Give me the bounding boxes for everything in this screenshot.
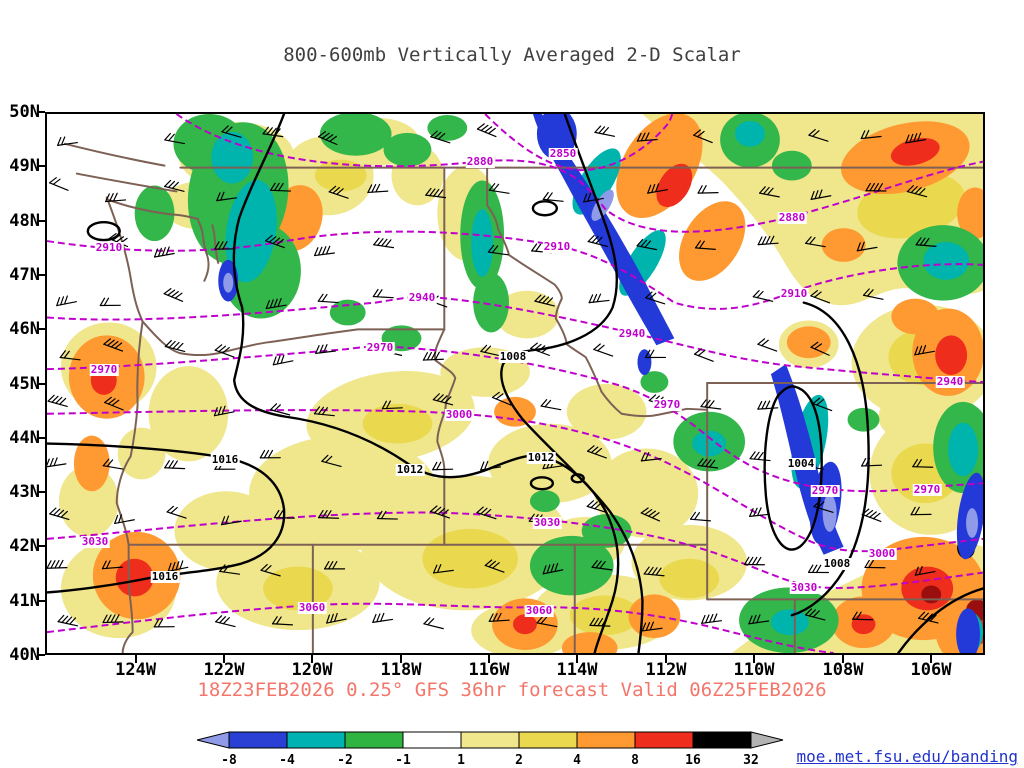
- lon-label: 118W: [380, 660, 422, 680]
- lon-tick: [134, 655, 137, 663]
- lat-tick: [37, 545, 45, 548]
- lon-tick: [930, 655, 932, 663]
- colorbar-arrow-right: [750, 731, 784, 749]
- lon-label: 106W: [910, 660, 952, 680]
- colorbar-segment: [576, 731, 636, 749]
- puget-sound: [197, 220, 210, 282]
- colorbar-tick-label: 4: [573, 753, 581, 768]
- colorbar-segment: [634, 731, 694, 749]
- lat-label: 41N: [9, 590, 40, 611]
- colorbar-tick-label: 32: [743, 753, 759, 768]
- lat-tick: [37, 273, 45, 276]
- lon-tick: [753, 655, 755, 663]
- colorbar-arrow-left: [196, 731, 230, 749]
- credit-link[interactable]: moe.met.fsu.edu/banding: [796, 747, 1018, 766]
- height-contours-700mb: [47, 114, 983, 653]
- lon-label: 124W: [115, 660, 157, 680]
- puget-sound-2: [211, 224, 220, 264]
- lat-tick: [37, 382, 45, 385]
- forecast-caption: 18Z23FEB2026 0.25° GFS 36hr forecast Val…: [197, 679, 827, 701]
- or-id-border: [433, 328, 457, 546]
- colorbar-segment: [518, 731, 578, 749]
- lat-label: 42N: [9, 536, 40, 557]
- lat-tick: [37, 165, 45, 168]
- colorbar-segment: [460, 731, 520, 749]
- shading-extreme-frontolysis: [223, 189, 979, 538]
- colorbar-tick-label: -1: [395, 753, 411, 768]
- lon-tick: [842, 655, 844, 663]
- colorbar-tick-label: 1: [457, 753, 465, 768]
- lon-label: 122W: [203, 660, 245, 680]
- bc-coast: [63, 142, 166, 167]
- credit-link-wrap: moe.met.fsu.edu/banding: [796, 747, 1018, 766]
- colorbar-scale: -8 -4 -2 -1 1 2 4 8 16 32: [196, 731, 784, 768]
- lat-tick: [37, 111, 45, 113]
- lat-label: 47N: [9, 264, 40, 285]
- lon-tick: [400, 655, 402, 663]
- lon-tick: [488, 655, 490, 663]
- map-frame: 2850 2880 2880 2910 2910 2910 2940 2940 2940 2970…: [45, 112, 985, 655]
- lon-label: 114W: [556, 660, 598, 680]
- lat-label: 40N: [9, 645, 40, 665]
- colorbar-tick-label: 16: [685, 753, 701, 768]
- map-canvas: [47, 114, 983, 653]
- lat-label: 43N: [9, 482, 40, 503]
- lat-tick: [37, 328, 45, 331]
- lon-label: 108W: [822, 660, 864, 680]
- lat-label: 44N: [9, 427, 40, 448]
- lat-label: 46N: [9, 319, 40, 340]
- colorbar: -8 -4 -2 -1 1 2 4 8 16 32: [195, 730, 785, 768]
- colorbar-segment: [228, 731, 288, 749]
- colorbar-tick-label: 8: [631, 753, 639, 768]
- pacific-coastline: [105, 196, 144, 653]
- lat-tick: [37, 436, 45, 439]
- lon-tick: [311, 655, 313, 663]
- lon-tick: [576, 655, 578, 663]
- lat-tick: [37, 654, 45, 656]
- frontogenesis-shading: [58, 114, 983, 653]
- lat-label: 48N: [9, 210, 40, 231]
- lat-label: 49N: [9, 156, 40, 177]
- lat-label: 50N: [9, 102, 40, 122]
- colorbar-tick-label: -8: [221, 753, 237, 768]
- mslp-contours: [47, 114, 983, 653]
- vancouver-island-coast: [75, 172, 178, 193]
- colorbar-tick-label: 2: [515, 753, 523, 768]
- lat-label: 45N: [9, 373, 40, 394]
- wind-barbs: [47, 123, 939, 632]
- lon-label: 116W: [468, 660, 510, 680]
- colorbar-segment: [286, 731, 346, 749]
- lon-label: 120W: [291, 660, 333, 680]
- colorbar-segment: [692, 731, 752, 749]
- state-borders: [63, 142, 983, 653]
- lon-label: 110W: [733, 660, 775, 680]
- lat-tick: [37, 491, 45, 494]
- lon-tick: [665, 655, 667, 663]
- title-line-1: 800-600mb Vertically Averaged 2-D Scalar: [283, 44, 741, 66]
- id-mt-border: [486, 166, 709, 418]
- lat-tick: [37, 599, 45, 602]
- colorbar-tick-label: -2: [337, 753, 353, 768]
- colorbar-segment: [402, 731, 462, 749]
- colorbar-tick-label: -4: [279, 753, 295, 768]
- lon-label: 112W: [645, 660, 687, 680]
- lon-tick: [223, 655, 225, 663]
- strait-juan-de-fuca: [105, 198, 200, 221]
- colorbar-segment: [344, 731, 404, 749]
- lat-tick: [37, 219, 45, 222]
